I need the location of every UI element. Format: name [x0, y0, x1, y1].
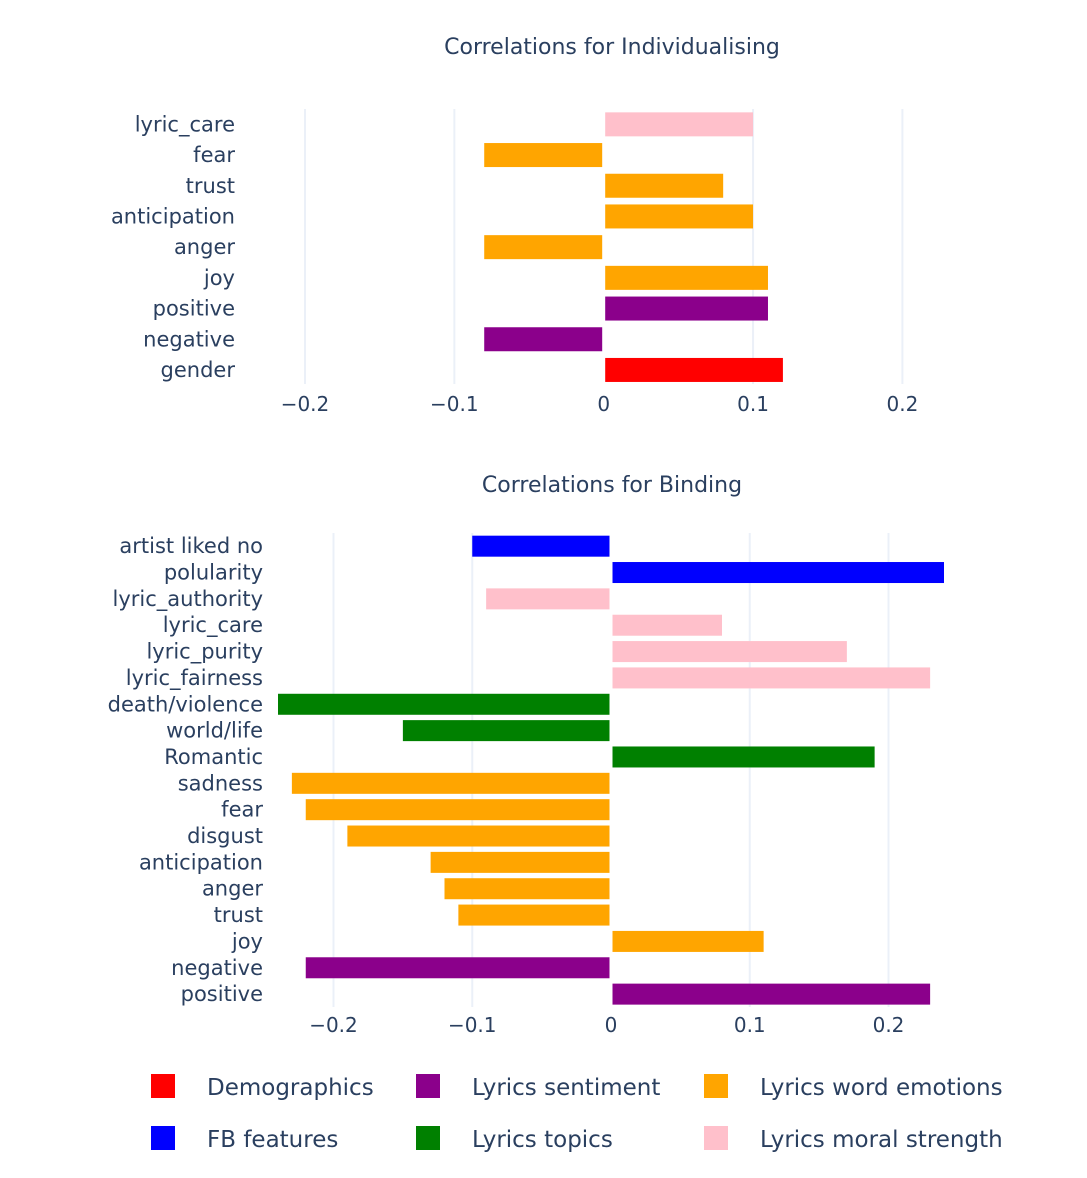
bar: [603, 265, 768, 290]
legend-label: Demographics: [207, 1075, 374, 1101]
individualising-chart: Correlations for Individualising −0.2 −0.…: [111, 35, 918, 416]
bar: [278, 693, 611, 715]
category-label: polularity: [164, 561, 263, 585]
legend-label: Lyrics sentiment: [472, 1075, 660, 1101]
bar: [603, 204, 754, 229]
bar: [611, 930, 764, 952]
category-label: positive: [153, 297, 235, 321]
x-tick-label: 0.2: [873, 1013, 905, 1037]
bar: [444, 878, 611, 900]
legend-swatch: [704, 1126, 728, 1150]
category-label: fear: [193, 143, 235, 167]
category-label: artist liked no: [119, 534, 263, 558]
legend-swatch: [704, 1074, 728, 1098]
category-label: sadness: [178, 771, 263, 795]
bar: [484, 235, 604, 260]
x-tick-label: −0.1: [448, 1013, 497, 1037]
bar: [484, 143, 604, 168]
bar: [486, 588, 611, 610]
bar: [603, 173, 724, 198]
legend-label: Lyrics topics: [472, 1127, 613, 1153]
bars: [278, 535, 944, 1005]
category-label: anticipation: [111, 204, 235, 228]
bar: [291, 772, 611, 794]
bars: [484, 112, 783, 382]
bar: [611, 983, 931, 1005]
bar: [611, 746, 875, 768]
legend-item[interactable]: FB features: [151, 1126, 338, 1153]
x-tick-label: 0.2: [886, 392, 918, 416]
bar: [603, 112, 754, 137]
category-label: negative: [171, 956, 263, 980]
bar: [458, 904, 611, 926]
legend-item[interactable]: Demographics: [151, 1074, 374, 1101]
category-label: world/life: [166, 719, 263, 743]
bar: [430, 851, 611, 873]
category-label: negative: [143, 327, 235, 351]
bar: [603, 357, 783, 382]
legend-swatch: [151, 1074, 175, 1098]
x-tick-label: 0.1: [734, 1013, 766, 1037]
x-tick-label: −0.2: [281, 392, 330, 416]
bar: [305, 957, 611, 979]
bar: [611, 641, 847, 663]
binding-chart: Correlations for Binding −0.2 −0.1 0 0.1 0.2…: [108, 473, 944, 1037]
category-label: trust: [214, 903, 263, 927]
category-label: lyric_purity: [146, 640, 263, 665]
bar: [484, 327, 604, 352]
category-label: anger: [202, 877, 263, 901]
category-label: lyric_authority: [113, 587, 263, 612]
gridlines: [304, 109, 904, 384]
category-label: joy: [203, 266, 235, 290]
x-tick-label: 0: [605, 1013, 618, 1037]
binding-chart-title: Correlations for Binding: [482, 473, 742, 498]
category-label: positive: [181, 982, 263, 1006]
category-label: gender: [161, 358, 236, 382]
chart-legend: Demographics Lyrics sentiment Lyrics word …: [151, 1074, 1003, 1153]
legend-label: FB features: [207, 1127, 338, 1153]
category-label: lyric_fairness: [126, 666, 263, 691]
bar: [402, 720, 611, 742]
category-label: disgust: [187, 824, 263, 848]
bar: [611, 667, 931, 689]
legend-item[interactable]: Lyrics sentiment: [416, 1074, 660, 1101]
legend-item[interactable]: Lyrics topics: [416, 1126, 613, 1153]
legend-item[interactable]: Lyrics word emotions: [704, 1074, 1003, 1101]
category-label: anticipation: [139, 850, 263, 874]
bar: [347, 825, 611, 847]
category-label: Romantic: [164, 745, 263, 769]
category-label: trust: [186, 174, 235, 198]
bar: [603, 296, 768, 321]
legend-swatch: [416, 1126, 440, 1150]
legend-swatch: [151, 1126, 175, 1150]
bar: [611, 614, 722, 636]
individualising-chart-title: Correlations for Individualising: [444, 35, 780, 60]
bar: [472, 535, 611, 557]
bar: [305, 799, 611, 821]
category-label: joy: [231, 929, 263, 953]
x-tick-label: 0.1: [737, 392, 769, 416]
category-label: lyric_care: [135, 112, 235, 137]
category-label: lyric_care: [163, 613, 263, 638]
bar: [611, 562, 944, 584]
category-label: death/violence: [108, 692, 263, 716]
x-tick-label: 0: [597, 392, 610, 416]
legend-swatch: [416, 1074, 440, 1098]
category-label: anger: [174, 235, 235, 259]
legend-label: Lyrics moral strength: [760, 1127, 1003, 1153]
legend-item[interactable]: Lyrics moral strength: [704, 1126, 1003, 1153]
gridlines: [332, 533, 890, 1007]
x-tick-label: −0.2: [309, 1013, 358, 1037]
x-tick-label: −0.1: [430, 392, 479, 416]
legend-label: Lyrics word emotions: [760, 1075, 1003, 1101]
category-label: fear: [221, 798, 263, 822]
